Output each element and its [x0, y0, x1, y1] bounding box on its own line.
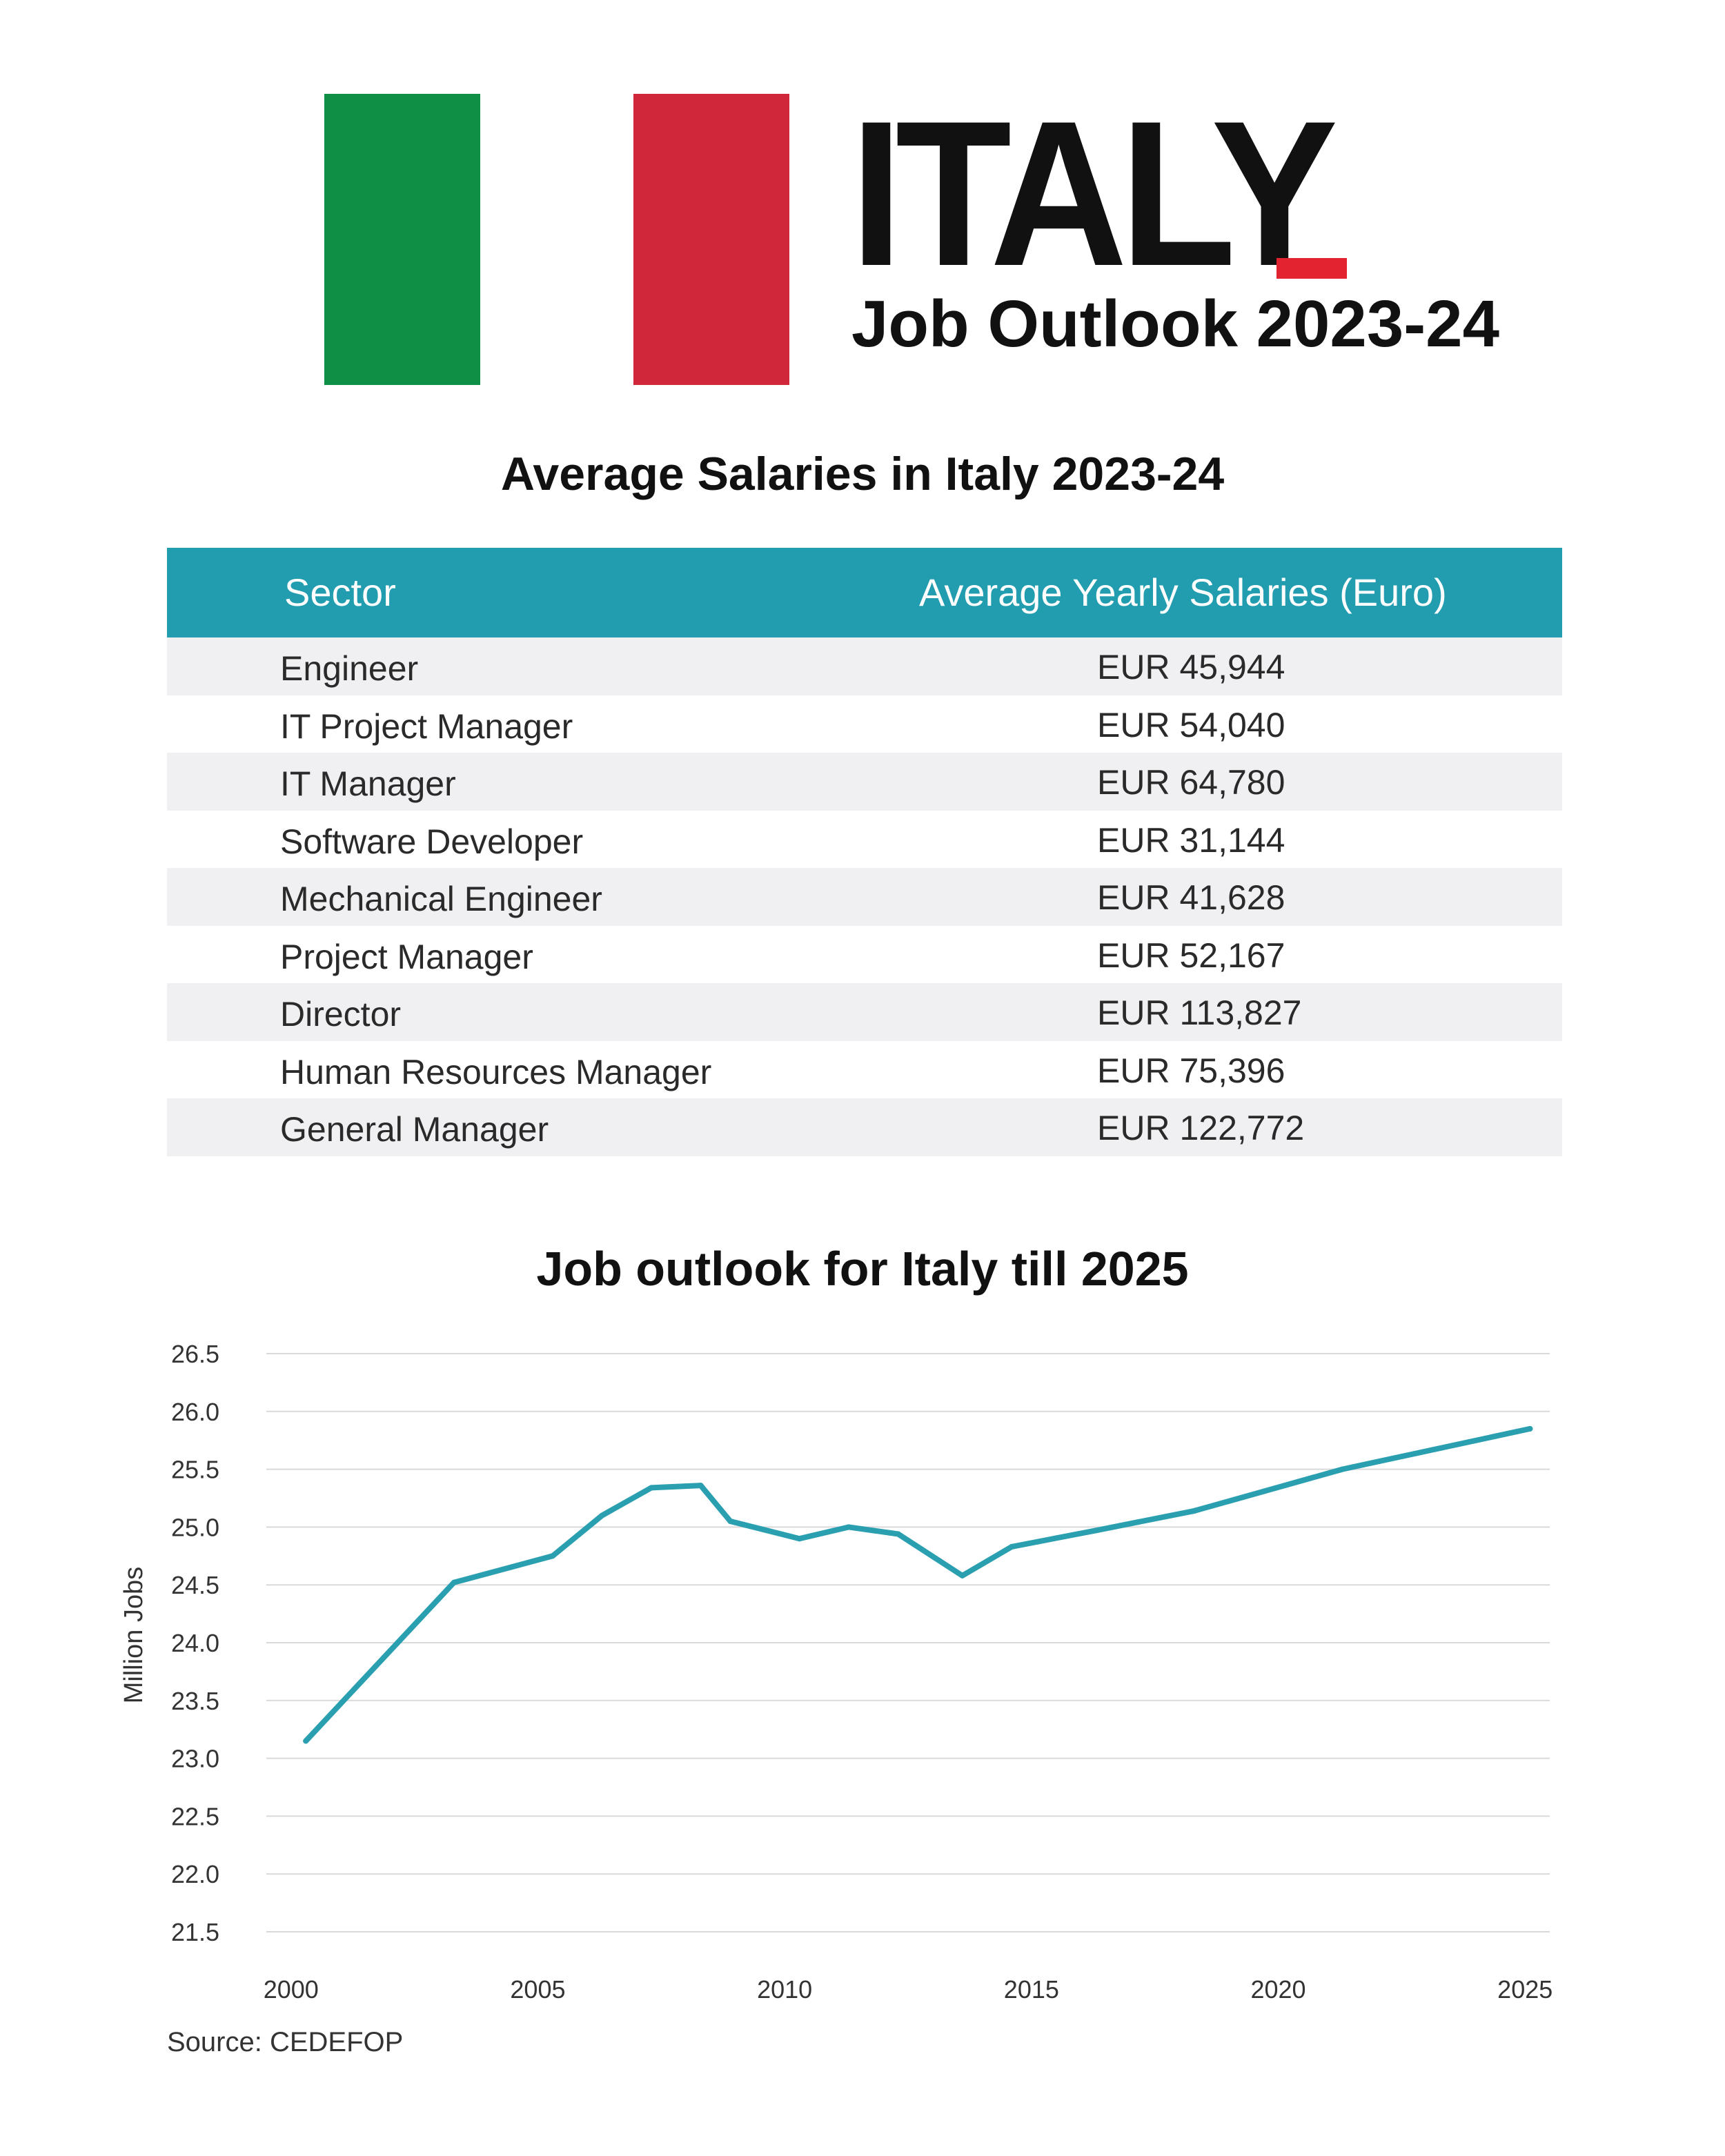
chart-title: Job outlook for Italy till 2025 [536, 1242, 1189, 1296]
table-row: General Manager EUR 122,772 [167, 1098, 1562, 1156]
row-sector: Software Developer [280, 822, 584, 861]
row-sector: Engineer [280, 649, 419, 688]
data-point [846, 1524, 852, 1530]
row-sector: General Manager [280, 1110, 549, 1149]
table-row: IT Project Manager EUR 54,040 [167, 695, 1562, 753]
flag-green-band [324, 94, 480, 385]
page-subtitle: Job Outlook 2023-24 [851, 287, 1499, 361]
y-tick-label: 22.5 [171, 1802, 219, 1830]
y-tick-label: 22.0 [171, 1860, 219, 1888]
y-tick-label: 21.5 [171, 1918, 219, 1946]
table-row: Human Resources Manager EUR 75,396 [167, 1041, 1562, 1099]
y-tick-label: 25.0 [171, 1513, 219, 1541]
data-point [796, 1536, 802, 1542]
row-sector: Project Manager [280, 937, 533, 976]
data-point [549, 1553, 555, 1559]
y-tick-label: 24.0 [171, 1629, 219, 1657]
data-point [1191, 1507, 1197, 1514]
table-row: Mechanical Engineer EUR 41,628 [167, 868, 1562, 926]
row-sector: Mechanical Engineer [280, 880, 602, 918]
flag-white-band [480, 94, 633, 385]
row-salary: EUR 113,827 [1097, 993, 1302, 1032]
y-tick-label: 25.5 [171, 1456, 219, 1484]
row-salary: EUR 31,144 [1097, 820, 1285, 860]
x-tick-label: 2015 [1004, 1975, 1059, 2004]
row-salary: EUR 41,628 [1097, 878, 1285, 917]
data-point [727, 1519, 733, 1525]
table-row: Director EUR 113,827 [167, 983, 1562, 1041]
data-point [1339, 1466, 1346, 1472]
header-salary: Average Yearly Salaries (Euro) [919, 571, 1447, 614]
x-tick-label: 2000 [264, 1975, 319, 2004]
country-title: ITALY [850, 77, 1338, 309]
table-row: Engineer EUR 45,944 [167, 637, 1562, 695]
data-point [303, 1738, 309, 1744]
data-point [599, 1512, 605, 1519]
y-tick-label: 26.0 [171, 1398, 219, 1426]
y-axis-label: Million Jobs [119, 1567, 148, 1704]
x-tick-label: 2010 [757, 1975, 812, 2004]
title-accent-underscore [1276, 258, 1347, 279]
row-salary: EUR 45,944 [1097, 648, 1285, 686]
table-row: Software Developer EUR 31,144 [167, 811, 1562, 869]
row-sector: IT Manager [280, 764, 456, 803]
series-line [303, 1425, 1533, 1744]
y-tick-label: 24.5 [171, 1571, 219, 1599]
y-tick-label: 26.5 [171, 1340, 219, 1368]
row-sector: Human Resources Manager [280, 1052, 712, 1091]
data-point [1092, 1527, 1098, 1534]
header-sector: Sector [284, 571, 396, 614]
source-note: Source: CEDEFOP [167, 2027, 404, 2057]
x-tick-label: 2005 [510, 1975, 565, 2004]
salary-table: Sector Average Yearly Salaries (Euro) En… [167, 548, 1562, 1156]
row-salary: EUR 75,396 [1097, 1051, 1285, 1090]
row-salary: EUR 122,772 [1097, 1109, 1305, 1147]
data-point [1527, 1425, 1533, 1432]
table-title: Average Salaries in Italy 2023-24 [500, 448, 1225, 500]
job-outlook-chart: 21.5 22.0 22.5 23.0 23.5 24.0 24.5 25.0 25.5 26.0… [119, 1340, 1552, 2004]
flag-red-band [633, 94, 789, 385]
row-sector: Director [280, 995, 402, 1034]
table-row: IT Manager EUR 64,780 [167, 753, 1562, 811]
table-header: Sector Average Yearly Salaries (Euro) [167, 548, 1562, 637]
data-point [895, 1531, 901, 1537]
data-point [959, 1572, 965, 1579]
data-point [1009, 1543, 1015, 1550]
y-tick-label: 23.5 [171, 1687, 219, 1715]
row-salary: EUR 54,040 [1097, 705, 1285, 744]
table-row: Project Manager EUR 52,167 [167, 926, 1562, 984]
row-salary: EUR 52,167 [1097, 936, 1285, 975]
data-point [649, 1485, 654, 1491]
x-tick-label: 2025 [1497, 1975, 1552, 2004]
x-tick-label: 2020 [1250, 1975, 1305, 2004]
y-tick-label: 23.0 [171, 1745, 219, 1773]
row-salary: EUR 64,780 [1097, 763, 1285, 802]
row-sector: IT Project Manager [280, 706, 573, 746]
data-point [451, 1579, 457, 1585]
data-point [698, 1483, 704, 1489]
